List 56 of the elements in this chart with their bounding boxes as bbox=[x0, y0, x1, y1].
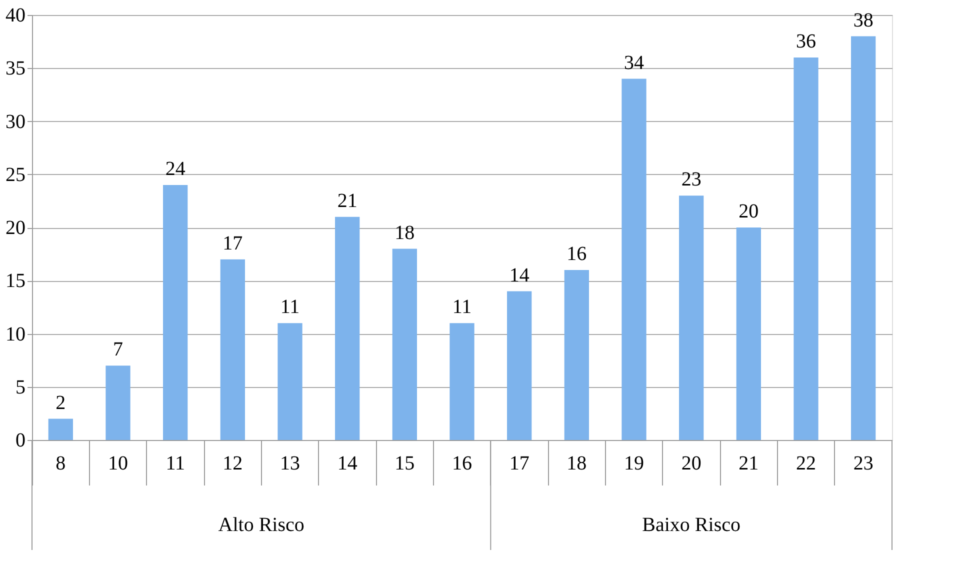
x-tick-label: 21 bbox=[738, 452, 759, 474]
bar bbox=[163, 185, 188, 440]
data-label: 24 bbox=[165, 158, 186, 180]
data-label: 11 bbox=[280, 296, 300, 318]
data-label: 21 bbox=[337, 190, 358, 212]
bar bbox=[106, 366, 130, 440]
x-tick-label: 11 bbox=[166, 452, 185, 474]
bar bbox=[564, 270, 589, 440]
bar bbox=[220, 259, 245, 440]
data-label: 34 bbox=[624, 52, 644, 74]
data-label: 18 bbox=[394, 222, 415, 244]
x-tick-label: 10 bbox=[108, 452, 128, 474]
data-label: 36 bbox=[796, 30, 816, 52]
x-tick-label: 12 bbox=[222, 452, 243, 474]
x-tick-label: 16 bbox=[452, 452, 472, 474]
bar bbox=[507, 291, 532, 440]
y-tick-label: 40 bbox=[6, 4, 26, 26]
x-tick-label: 19 bbox=[624, 452, 644, 474]
x-tick-label: 14 bbox=[337, 452, 358, 474]
bar bbox=[851, 36, 876, 440]
data-label: 23 bbox=[681, 168, 702, 191]
bar bbox=[278, 323, 302, 440]
bar bbox=[794, 58, 818, 440]
y-tick-label: 5 bbox=[16, 376, 26, 398]
data-label: 2 bbox=[56, 392, 66, 414]
x-tick-label: 8 bbox=[56, 452, 66, 474]
y-tick-label: 30 bbox=[6, 110, 26, 133]
text: Baixo Risco bbox=[642, 514, 741, 536]
bar bbox=[392, 248, 417, 440]
data-label: 16 bbox=[566, 243, 587, 265]
y-tick-label: 25 bbox=[6, 164, 26, 186]
data-label: 17 bbox=[222, 232, 243, 254]
x-tick-label: 17 bbox=[509, 452, 530, 474]
data-label: 11 bbox=[452, 296, 472, 318]
data-label: 38 bbox=[853, 9, 874, 32]
bar bbox=[622, 78, 646, 440]
y-tick-label: 20 bbox=[6, 217, 26, 239]
y-tick-label: 0 bbox=[16, 430, 26, 452]
y-tick-label: 15 bbox=[6, 270, 26, 292]
text: Alto Risco bbox=[218, 514, 304, 536]
y-tick-label: 10 bbox=[6, 323, 26, 346]
x-tick-label: 18 bbox=[566, 452, 587, 474]
y-tick-label: 35 bbox=[6, 58, 26, 80]
bar bbox=[736, 228, 761, 440]
x-tick-label: 23 bbox=[853, 452, 874, 474]
x-tick-label: 20 bbox=[681, 452, 702, 474]
data-label: 20 bbox=[738, 200, 759, 222]
data-label: 7 bbox=[113, 338, 123, 361]
x-tick-label: 22 bbox=[796, 452, 816, 474]
x-tick-label: 15 bbox=[394, 452, 415, 474]
bar bbox=[679, 196, 704, 440]
bar bbox=[335, 216, 360, 440]
bar bbox=[48, 418, 73, 440]
data-label: 14 bbox=[509, 264, 530, 286]
bar bbox=[450, 323, 474, 440]
x-tick-label: 13 bbox=[280, 452, 300, 474]
